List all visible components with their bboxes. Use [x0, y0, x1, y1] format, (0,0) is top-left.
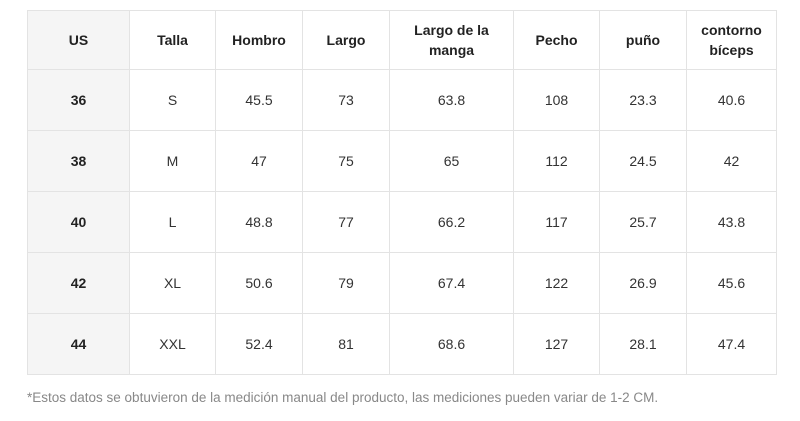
cell-largo-manga: 68.6: [389, 313, 514, 375]
cell-largo-manga: 66.2: [389, 191, 514, 253]
cell-largo: 81: [302, 313, 390, 375]
cell-contorno-biceps: 47.4: [686, 313, 777, 375]
cell-talla: S: [129, 69, 216, 131]
cell-pecho: 117: [513, 191, 600, 253]
header-hombro: Hombro: [215, 10, 303, 70]
cell-hombro: 47: [215, 130, 303, 192]
cell-contorno-biceps: 45.6: [686, 252, 777, 314]
cell-talla: M: [129, 130, 216, 192]
table-row: 38 M 47 75 65 112 24.5 42: [27, 130, 777, 192]
table-body: 36 S 45.5 73 63.8 108 23.3 40.6 38 M 47 …: [27, 69, 777, 375]
cell-talla: XL: [129, 252, 216, 314]
table-row: 42 XL 50.6 79 67.4 122 26.9 45.6: [27, 252, 777, 314]
cell-hombro: 52.4: [215, 313, 303, 375]
cell-puno: 24.5: [599, 130, 687, 192]
table-row: 44 XXL 52.4 81 68.6 127 28.1 47.4: [27, 313, 777, 375]
cell-largo: 73: [302, 69, 390, 131]
cell-contorno-biceps: 42: [686, 130, 777, 192]
cell-largo-manga: 65: [389, 130, 514, 192]
cell-contorno-biceps: 40.6: [686, 69, 777, 131]
header-pecho: Pecho: [513, 10, 600, 70]
cell-us: 38: [27, 130, 130, 192]
cell-largo: 77: [302, 191, 390, 253]
cell-largo: 79: [302, 252, 390, 314]
table-row: 40 L 48.8 77 66.2 117 25.7 43.8: [27, 191, 777, 253]
cell-contorno-biceps: 43.8: [686, 191, 777, 253]
header-contorno-biceps: contorno bíceps: [686, 10, 777, 70]
table-row: 36 S 45.5 73 63.8 108 23.3 40.6: [27, 69, 777, 131]
cell-hombro: 45.5: [215, 69, 303, 131]
cell-pecho: 112: [513, 130, 600, 192]
cell-largo-manga: 67.4: [389, 252, 514, 314]
cell-hombro: 48.8: [215, 191, 303, 253]
cell-largo: 75: [302, 130, 390, 192]
cell-us: 36: [27, 69, 130, 131]
header-puno: puño: [599, 10, 687, 70]
cell-puno: 28.1: [599, 313, 687, 375]
cell-largo-manga: 63.8: [389, 69, 514, 131]
header-talla: Talla: [129, 10, 216, 70]
cell-puno: 26.9: [599, 252, 687, 314]
header-largo-manga: Largo de la manga: [389, 10, 514, 70]
table-header: US Talla Hombro Largo Largo de la manga …: [27, 10, 777, 70]
cell-us: 40: [27, 191, 130, 253]
cell-pecho: 127: [513, 313, 600, 375]
cell-talla: L: [129, 191, 216, 253]
header-us: US: [27, 10, 130, 70]
measurement-footnote: *Estos datos se obtuvieron de la medició…: [27, 390, 659, 405]
header-row: US Talla Hombro Largo Largo de la manga …: [27, 10, 777, 70]
cell-pecho: 122: [513, 252, 600, 314]
cell-pecho: 108: [513, 69, 600, 131]
header-largo: Largo: [302, 10, 390, 70]
cell-us: 44: [27, 313, 130, 375]
cell-talla: XXL: [129, 313, 216, 375]
cell-us: 42: [27, 252, 130, 314]
cell-puno: 23.3: [599, 69, 687, 131]
cell-hombro: 50.6: [215, 252, 303, 314]
cell-puno: 25.7: [599, 191, 687, 253]
size-chart-table: US Talla Hombro Largo Largo de la manga …: [27, 10, 777, 375]
